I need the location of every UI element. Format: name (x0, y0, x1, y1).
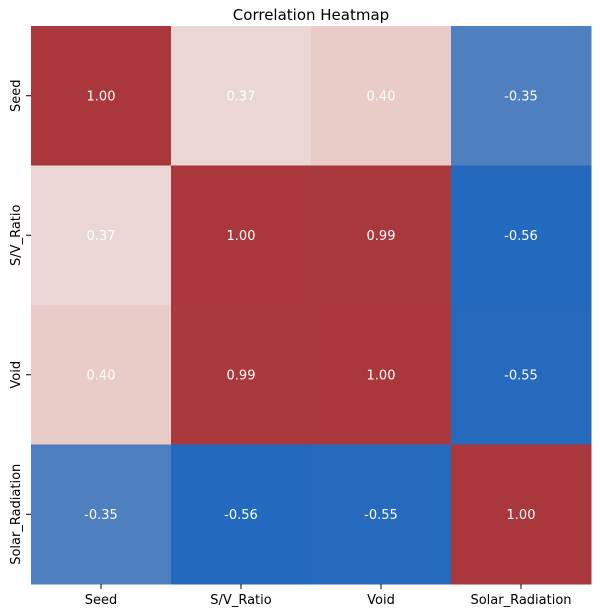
y-tick-label: Void (9, 361, 24, 389)
cell-annotation-0-0: 1.00 (87, 89, 116, 104)
cell-annotation-1-1: 1.00 (227, 229, 256, 244)
x-tick-label: Seed (85, 593, 118, 608)
y-axis-ticks: Seed S/V_Ratio Void Solar_Radiation (9, 80, 31, 565)
heatmap-cell-3-2 (311, 444, 452, 585)
cell-annotation-0-3: -0.35 (504, 89, 538, 104)
cell-annotation-2-3: -0.55 (504, 368, 538, 383)
cell-annotation-2-2: 1.00 (367, 368, 396, 383)
heatmap-cell-2-1 (171, 305, 312, 445)
x-tick-label: S/V_Ratio (210, 593, 271, 608)
cell-annotation-0-1: 0.37 (227, 89, 256, 104)
heatmap-cell-0-1 (171, 26, 312, 166)
heatmap-cell-2-0 (31, 305, 172, 445)
x-tick-label: Void (367, 593, 395, 608)
y-tick-label: Seed (9, 80, 24, 113)
cell-annotation-2-1: 0.99 (227, 368, 256, 383)
heatmap-cell-3-3 (451, 444, 592, 585)
cell-annotation-1-0: 0.37 (87, 229, 116, 244)
y-tick-label: S/V_Ratio (9, 205, 24, 266)
cell-annotation-2-0: 0.40 (87, 368, 116, 383)
x-axis-ticks: Seed S/V_Ratio Void Solar_Radiation (85, 584, 572, 608)
heatmap-cell-1-3 (451, 165, 592, 306)
heatmap-cell-0-0 (31, 26, 172, 166)
chart-title: Correlation Heatmap (233, 6, 389, 24)
cell-annotation-1-3: -0.56 (504, 229, 538, 244)
cell-annotation-3-3: 1.00 (507, 508, 536, 523)
heatmap-cell-3-0 (31, 444, 172, 585)
heatmap-cell-0-3 (451, 26, 592, 166)
heatmap-annotations: 1.00 0.37 0.40 -0.35 0.37 1.00 0.99 -0.56 0.40 0.… (84, 89, 538, 523)
heatmap-cell-3-1 (171, 444, 312, 585)
y-tick-label: Solar_Radiation (9, 464, 24, 565)
heatmap-cell-1-1 (171, 165, 312, 306)
heatmap-cell-2-3 (451, 305, 592, 445)
cell-annotation-0-2: 0.40 (367, 89, 396, 104)
heatmap-cell-0-2 (311, 26, 452, 166)
cell-annotation-1-2: 0.99 (367, 229, 396, 244)
x-tick-label: Solar_Radiation (470, 593, 571, 608)
heatmap-cells (31, 26, 592, 585)
cell-annotation-3-2: -0.55 (364, 508, 398, 523)
heatmap-cell-1-0 (31, 165, 172, 306)
cell-annotation-3-1: -0.56 (224, 508, 258, 523)
heatmap-cell-2-2 (311, 305, 452, 445)
cell-annotation-3-0: -0.35 (84, 508, 118, 523)
heatmap-cell-1-2 (311, 165, 452, 306)
